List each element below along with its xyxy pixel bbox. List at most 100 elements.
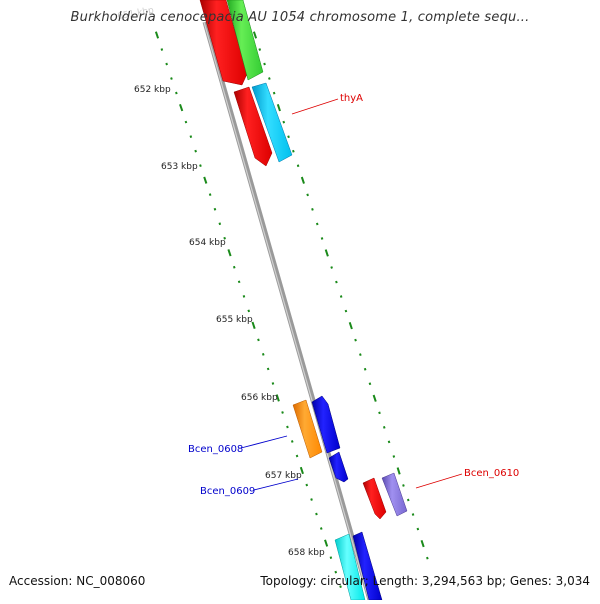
map-title: Burkholderia cenocepacia AU 1054 chromos…: [70, 10, 530, 25]
major-tick: [300, 176, 305, 184]
minor-tick: [426, 556, 429, 560]
minor-tick: [194, 149, 197, 153]
major-tick: [299, 466, 304, 475]
gene-label-thyA[interactable]: thyA: [340, 93, 363, 104]
minor-tick: [392, 455, 396, 458]
minor-tick: [402, 484, 405, 487]
gene-label-Bcen-0610[interactable]: Bcen_0610: [464, 468, 519, 479]
minor-tick: [271, 382, 275, 385]
chromosome-backbone: [202, 21, 373, 601]
minor-tick: [266, 367, 270, 371]
major-tick: [203, 176, 208, 184]
inner-tick-track: [154, 31, 342, 589]
minor-tick: [232, 265, 236, 269]
minor-tick: [359, 353, 362, 357]
minor-tick: [175, 91, 178, 95]
major-tick: [252, 31, 258, 39]
minor-tick: [258, 48, 262, 51]
minor-tick: [286, 425, 289, 429]
minor-tick: [411, 513, 415, 516]
minor-tick: [406, 498, 410, 502]
gene-feature[interactable]: [328, 451, 349, 483]
major-tick: [227, 249, 232, 257]
minor-tick: [223, 236, 226, 240]
gene-feature-Bcen-0610[interactable]: [362, 477, 387, 520]
ruler-tick-label: 656 kbp: [241, 393, 278, 403]
outer-tick-track: [252, 31, 429, 560]
minor-tick: [315, 512, 318, 516]
minor-tick: [344, 309, 348, 313]
major-tick: [324, 249, 329, 257]
minor-tick: [263, 62, 266, 66]
major-tick: [372, 394, 377, 402]
minor-tick: [305, 483, 309, 487]
major-tick: [154, 31, 160, 39]
major-tick: [276, 103, 281, 112]
minor-tick: [319, 527, 323, 530]
major-tick: [324, 539, 329, 547]
minor-tick: [354, 338, 357, 342]
gene-labels: thyA Bcen_0608 Bcen_0609 Bcen_0610: [188, 93, 519, 497]
gene-label-Bcen-0609[interactable]: Bcen_0609: [200, 486, 255, 497]
minor-tick: [282, 120, 286, 124]
minor-tick: [218, 222, 222, 226]
minor-tick: [247, 309, 251, 313]
minor-tick: [160, 48, 164, 51]
minor-tick: [257, 338, 260, 342]
minor-tick: [272, 91, 276, 95]
genome-summary-text: Topology: circular; Length: 3,294,563 bp…: [260, 574, 590, 588]
gene-feature[interactable]: [233, 86, 273, 167]
minor-tick: [292, 149, 295, 153]
minor-tick: [290, 440, 294, 443]
minor-tick: [268, 77, 271, 80]
minor-tick: [330, 266, 333, 269]
minor-tick: [315, 222, 319, 226]
minor-tick: [335, 280, 338, 284]
minor-tick: [165, 62, 168, 66]
major-tick: [348, 321, 353, 330]
minor-tick: [368, 382, 372, 386]
gene-label-Bcen-0608[interactable]: Bcen_0608: [188, 444, 243, 455]
minor-tick: [320, 237, 324, 240]
ruler-tick-label: 652 kbp: [134, 85, 171, 95]
major-tick: [275, 394, 280, 402]
minor-tick: [387, 440, 391, 444]
gene-feature-Bcen-0609[interactable]: [311, 395, 341, 454]
major-tick: [396, 467, 401, 475]
gene-feature[interactable]: [381, 472, 408, 517]
minor-tick: [170, 77, 173, 80]
ruler-tick-label: 653 kbp: [161, 162, 198, 172]
gene-feature-Bcen-0608[interactable]: [292, 399, 323, 459]
major-tick: [179, 103, 184, 112]
gene-features[interactable]: [199, 0, 408, 601]
ruler-labels: 652 kbp 653 kbp 654 kbp 655 kbp 656 kbp …: [134, 85, 325, 558]
minor-tick: [213, 207, 217, 211]
gene-feature-thyA[interactable]: [251, 82, 293, 163]
minor-tick: [416, 527, 420, 531]
minor-tick: [378, 411, 381, 415]
minor-tick: [363, 367, 367, 371]
minor-tick: [306, 193, 309, 197]
minor-tick: [339, 585, 342, 589]
major-tick: [251, 321, 256, 330]
ruler-tick-label: 658 kbp: [288, 548, 325, 558]
accession-text: Accession: NC_008060: [9, 574, 146, 588]
minor-tick: [237, 280, 241, 284]
minor-tick: [329, 556, 333, 559]
minor-tick: [334, 570, 338, 574]
minor-tick: [382, 425, 386, 429]
minor-tick: [281, 411, 284, 414]
ruler-tick-label: 654 kbp: [189, 238, 226, 248]
minor-tick: [339, 295, 343, 298]
minor-tick: [311, 207, 314, 211]
gene-feature[interactable]: [226, 0, 264, 81]
minor-tick: [242, 294, 246, 298]
minor-tick: [287, 135, 290, 139]
minor-tick: [296, 164, 300, 168]
gene-feature[interactable]: [199, 0, 248, 86]
major-tick: [420, 539, 425, 548]
minor-tick: [189, 135, 193, 139]
minor-tick: [261, 352, 265, 356]
